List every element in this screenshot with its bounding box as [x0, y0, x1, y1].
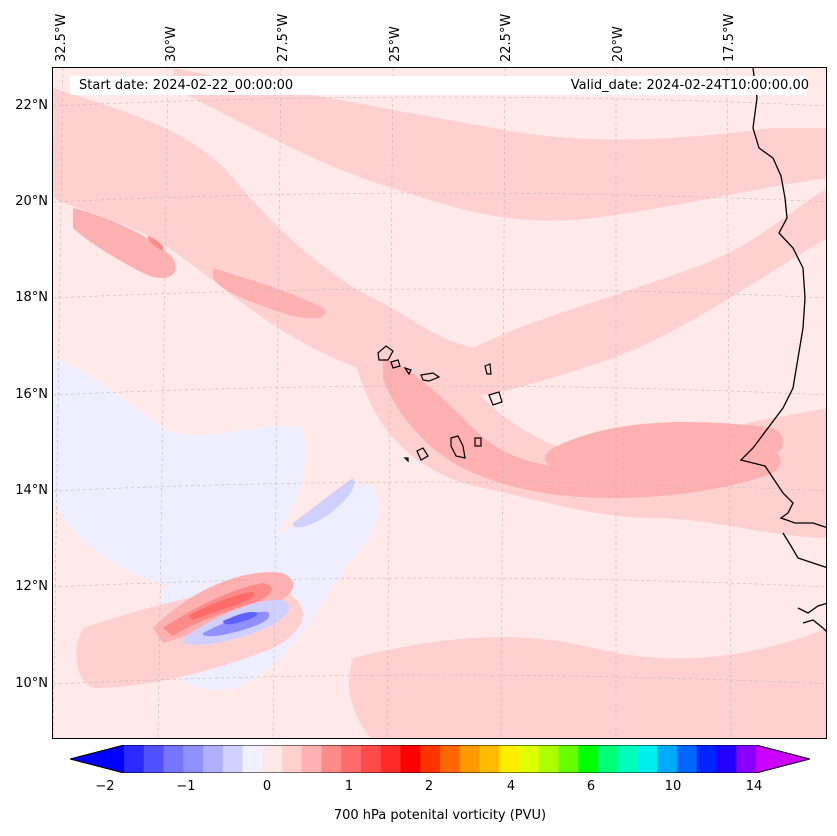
colorbar-tick-label: 6: [586, 779, 596, 794]
colorbar-tick-label: 0: [262, 779, 272, 794]
lon-label-30W: 30°W: [164, 26, 179, 62]
colorbar-segment: [400, 745, 421, 773]
pv-core-north: [213, 268, 326, 319]
colorbar-segment: [222, 745, 243, 773]
pv-max-southwest-inner: [188, 592, 255, 620]
negative-region-west: [53, 358, 305, 586]
colorbar-segment: [558, 745, 579, 773]
colorbar-segment: [617, 745, 638, 773]
colorbar-segment: [143, 745, 164, 773]
colorbar-segment: [499, 745, 520, 773]
lon-label-25W: 25°W: [388, 26, 403, 62]
colorbar-title: 700 hPa potenital vorticity (PVU): [333, 808, 547, 823]
colorbar-segment: [637, 745, 658, 773]
colorbar: [68, 744, 812, 774]
lat-label-10N: 10°N: [15, 676, 48, 691]
colorbar-segment: [124, 745, 145, 773]
lat-label-20N: 20°N: [15, 194, 48, 209]
lat-label-16N: 16°N: [15, 387, 48, 402]
colorbar-segment: [262, 745, 283, 773]
colorbar-tick-label: −1: [176, 779, 196, 794]
colorbar-segment: [361, 745, 382, 773]
pv-min-southwest-core: [223, 611, 258, 625]
colorbar-segment: [282, 745, 303, 773]
colorbar-segment: [203, 745, 224, 773]
colorbar-segment: [736, 745, 757, 773]
colorbar-segment: [440, 745, 461, 773]
colorbar-segment: [578, 745, 599, 773]
lat-label-14N: 14°N: [15, 483, 48, 498]
colorbar-segment: [519, 745, 540, 773]
colorbar-segment: [380, 745, 401, 773]
pv-band-north: [53, 88, 826, 398]
pv-field-map: [53, 68, 826, 738]
lat-label-12N: 12°N: [15, 579, 48, 594]
pv-core-northwest: [73, 208, 176, 278]
lon-label-22.5W: 22.5°W: [499, 13, 514, 62]
colorbar-segment: [716, 745, 737, 773]
pv-band-top: [173, 68, 826, 221]
lon-label-27.5W: 27.5°W: [276, 13, 291, 62]
lon-label-20W: 20°W: [611, 26, 626, 62]
pv-band-south: [349, 628, 826, 738]
colorbar-segment: [242, 745, 263, 773]
start-date-label: Start date: 2024-02-22_00:00:00: [79, 78, 294, 93]
colorbar-segment: [479, 745, 500, 773]
colorbar-segment: [538, 745, 559, 773]
colorbar-tick-label: 1: [344, 779, 354, 794]
colorbar-segment: [341, 745, 362, 773]
cape-verde-islands: [377, 345, 503, 463]
lat-label-22N: 22°N: [15, 98, 48, 113]
colorbar-tick-label: 10: [664, 779, 682, 794]
colorbar-tick-label: 2: [424, 779, 434, 794]
pv-min-southwest-mid: [203, 611, 270, 637]
colorbar-tick-label: 14: [745, 779, 763, 794]
colorbar-segment: [301, 745, 322, 773]
pv-min-central: [293, 478, 355, 528]
valid-date-label: Valid_date: 2024-02-24T10:00:00.00: [570, 78, 809, 93]
colorbar-tick-label: −2: [95, 779, 115, 794]
lat-label-18N: 18°N: [15, 290, 48, 305]
colorbar-segment: [163, 745, 184, 773]
colorbar-tick-label: 4: [506, 779, 516, 794]
colorbar-svg: [68, 744, 812, 774]
colorbar-segment: [696, 745, 717, 773]
colorbar-segment: [321, 745, 342, 773]
colorbar-segment: [677, 745, 698, 773]
info-box: [70, 76, 807, 95]
gridlines: [53, 68, 826, 738]
african-coastline: [739, 68, 826, 632]
pv-max-north: [148, 236, 164, 250]
colorbar-segment: [183, 745, 204, 773]
lon-label-32.5W: 32.5°W: [54, 13, 69, 62]
colorbar-segment: [598, 745, 619, 773]
pv-core-east: [544, 422, 784, 475]
colorbar-segment: [657, 745, 678, 773]
colorbar-extend-max: [756, 745, 810, 773]
colorbar-segment: [420, 745, 441, 773]
colorbar-segment: [459, 745, 480, 773]
colorbar-extend-min: [70, 745, 124, 773]
lon-label-17.5W: 17.5°W: [722, 13, 737, 62]
map-panel: [52, 67, 827, 739]
